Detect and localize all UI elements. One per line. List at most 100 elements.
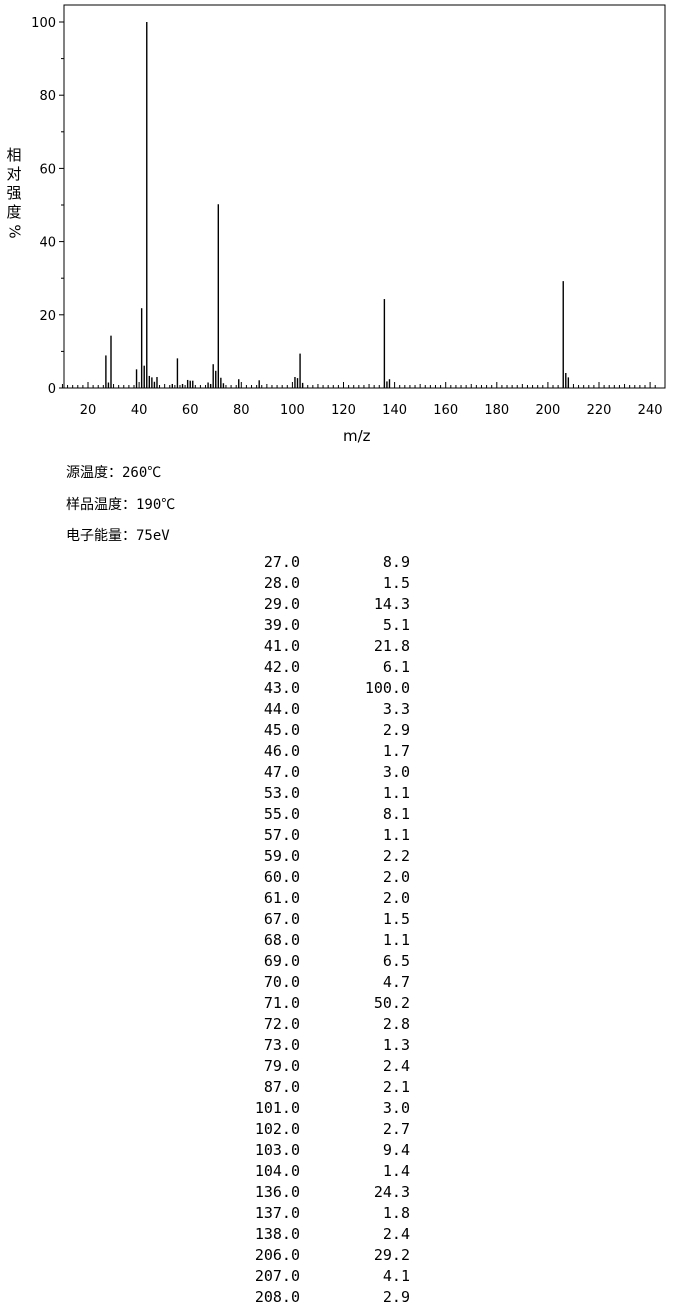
x-tick-label: 20 xyxy=(80,403,97,418)
peak-mz: 27.0 xyxy=(263,553,300,571)
x-axis: 20 40 60 80 100 120 140 160 180 200 220 240 xyxy=(61,382,663,418)
peak-row: 67.0 1.5 xyxy=(230,909,410,930)
peak-row: 70.0 4.7 xyxy=(230,972,410,993)
peak-mz: 46.0 xyxy=(263,742,300,760)
y-axis-label-char: % xyxy=(5,224,24,239)
peak-mz: 136.0 xyxy=(254,1183,300,1201)
peak-row: 103.0 9.4 xyxy=(230,1140,410,1161)
y-tick-label: 80 xyxy=(39,89,56,104)
x-axis-label: m/z xyxy=(343,427,371,445)
y-tick-label: 0 xyxy=(48,382,56,397)
y-tick-label: 20 xyxy=(39,309,56,324)
peak-mz: 87.0 xyxy=(263,1078,300,1096)
peak-mz: 67.0 xyxy=(263,910,300,928)
peak-abundance: 2.4 xyxy=(382,1225,410,1243)
peak-row: 45.0 2.9 xyxy=(230,720,410,741)
peak-mz: 208.0 xyxy=(254,1288,300,1306)
peak-row: 71.0 50.2 xyxy=(230,993,410,1014)
x-tick-label: 100 xyxy=(280,403,305,418)
peak-mz: 79.0 xyxy=(263,1057,300,1075)
peak-abundance: 1.1 xyxy=(382,931,410,949)
peak-row: 87.0 2.1 xyxy=(230,1077,410,1098)
peak-abundance: 2.7 xyxy=(382,1120,410,1138)
peak-row: 44.0 3.3 xyxy=(230,699,410,720)
peak-row: 206.0 29.2 xyxy=(230,1245,410,1266)
x-tick-label: 200 xyxy=(535,403,560,418)
peak-abundance: 2.2 xyxy=(382,847,410,865)
peak-mz: 55.0 xyxy=(263,805,300,823)
param-value: 260℃ xyxy=(122,465,162,481)
peak-mz: 44.0 xyxy=(263,700,300,718)
peak-abundance: 2.9 xyxy=(382,1288,410,1306)
peak-abundance: 1.1 xyxy=(382,826,410,844)
peak-row: 104.0 1.4 xyxy=(230,1161,410,1182)
y-axis: 0 20 40 60 80 100 xyxy=(31,16,64,397)
peak-row: 59.0 2.2 xyxy=(230,846,410,867)
peak-row: 43.0 100.0 xyxy=(230,678,410,699)
peak-row: 46.0 1.7 xyxy=(230,741,410,762)
peak-abundance: 6.5 xyxy=(382,952,410,970)
peak-mz: 29.0 xyxy=(263,595,300,613)
peak-row: 29.0 14.3 xyxy=(230,594,410,615)
peak-abundance: 1.3 xyxy=(382,1036,410,1054)
peak-mz: 42.0 xyxy=(263,658,300,676)
peak-abundance: 2.8 xyxy=(382,1015,410,1033)
peak-row: 79.0 2.4 xyxy=(230,1056,410,1077)
peak-abundance: 2.9 xyxy=(382,721,410,739)
param-value: 190℃ xyxy=(136,496,176,513)
x-tick-label: 240 xyxy=(638,403,663,418)
peak-abundance: 3.0 xyxy=(382,763,410,781)
peak-mz: 101.0 xyxy=(254,1099,300,1117)
param-electron-energy: 电子能量：75eV xyxy=(66,525,175,557)
y-axis-label-char: 强 xyxy=(6,184,22,202)
peak-abundance: 1.8 xyxy=(382,1204,410,1222)
param-value: 75eV xyxy=(136,528,170,544)
peak-abundance: 1.7 xyxy=(382,742,410,760)
peak-mz: 47.0 xyxy=(263,763,300,781)
peak-abundance: 3.0 xyxy=(382,1099,410,1117)
peak-row: 47.0 3.0 xyxy=(230,762,410,783)
peak-row: 207.0 4.1 xyxy=(230,1266,410,1287)
x-tick-label: 40 xyxy=(131,403,148,418)
peak-row: 137.0 1.8 xyxy=(230,1203,410,1224)
peak-mz: 72.0 xyxy=(263,1015,300,1033)
peak-row: 27.0 8.9 xyxy=(230,552,410,573)
peak-mz: 104.0 xyxy=(254,1162,300,1180)
peak-row: 138.0 2.4 xyxy=(230,1224,410,1245)
peak-table: 27.0 8.9 28.0 1.5 29.0 14.3 39.0 5.1 41.0 21.8 42.… xyxy=(230,552,410,1308)
peak-mz: 28.0 xyxy=(263,574,300,592)
peak-mz: 60.0 xyxy=(263,868,300,886)
peak-abundance: 1.5 xyxy=(382,574,410,592)
peak-abundance: 8.9 xyxy=(382,553,410,571)
x-tick-label: 220 xyxy=(587,403,612,418)
peak-abundance: 6.1 xyxy=(382,658,410,676)
peak-row: 102.0 2.7 xyxy=(230,1119,410,1140)
peak-abundance: 9.4 xyxy=(382,1141,410,1159)
peak-row: 136.0 24.3 xyxy=(230,1182,410,1203)
plot-frame xyxy=(63,4,666,389)
peak-mz: 70.0 xyxy=(263,973,300,991)
peak-mz: 71.0 xyxy=(263,994,300,1012)
peak-row: 42.0 6.1 xyxy=(230,657,410,678)
peak-mz: 43.0 xyxy=(263,679,300,697)
peak-mz: 61.0 xyxy=(263,889,300,907)
peak-abundance: 1.5 xyxy=(382,910,410,928)
peak-mz: 207.0 xyxy=(254,1267,300,1285)
y-tick-label: 100 xyxy=(31,16,56,31)
param-label: 源温度： xyxy=(66,465,122,481)
x-tick-label: 80 xyxy=(233,403,250,418)
peak-abundance: 2.0 xyxy=(382,868,410,886)
peak-row: 101.0 3.0 xyxy=(230,1098,410,1119)
peak-mz: 45.0 xyxy=(263,721,300,739)
peak-mz: 206.0 xyxy=(254,1246,300,1264)
peak-row: 68.0 1.1 xyxy=(230,930,410,951)
y-tick-label: 40 xyxy=(39,236,56,251)
peak-row: 53.0 1.1 xyxy=(230,783,410,804)
peak-mz: 102.0 xyxy=(254,1120,300,1138)
peak-mz: 39.0 xyxy=(263,616,300,634)
peak-mz: 69.0 xyxy=(263,952,300,970)
y-axis-label: 相 对 强 度 % xyxy=(4,146,24,241)
peak-row: 61.0 2.0 xyxy=(230,888,410,909)
peak-mz: 68.0 xyxy=(263,931,300,949)
